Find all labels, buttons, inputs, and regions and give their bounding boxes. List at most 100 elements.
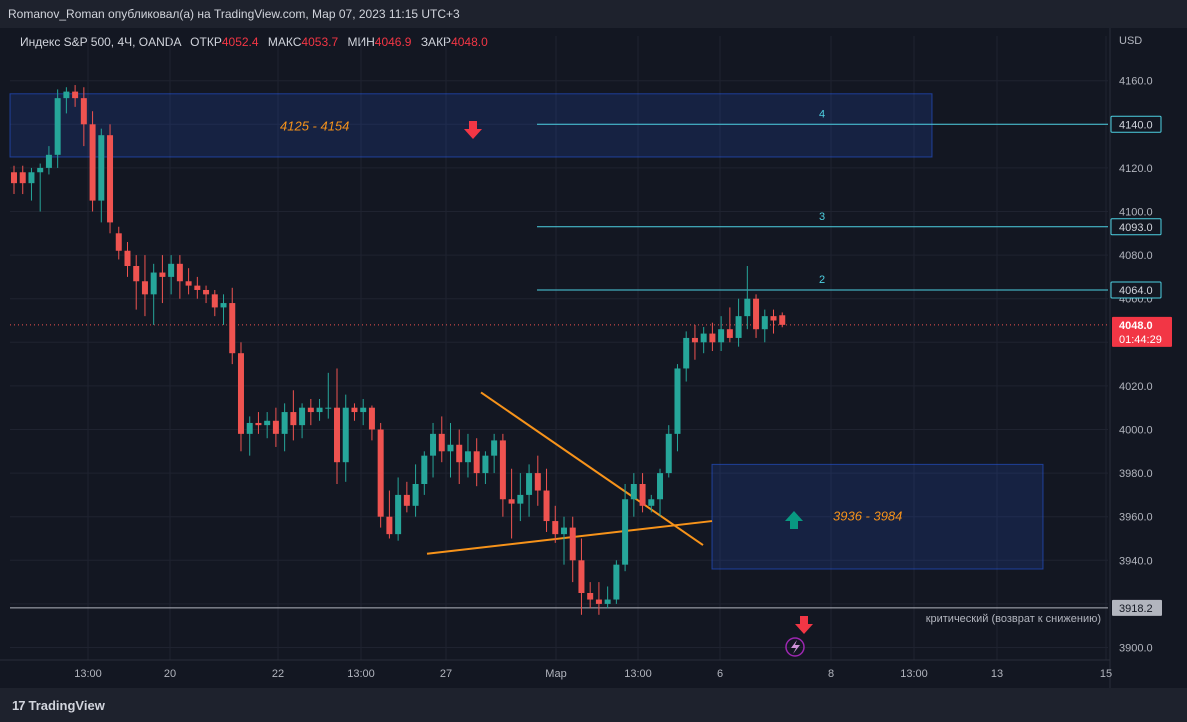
candle-body: [54, 98, 61, 155]
candle-body: [464, 451, 471, 463]
candle-body: [194, 285, 201, 290]
level-price-tag: [1110, 281, 1162, 299]
candle-body: [80, 98, 87, 125]
level-price-value: 4064.0: [1119, 285, 1153, 297]
current-price-value: 4048.0: [1119, 320, 1153, 332]
level-price-tag: [1110, 115, 1162, 133]
candle-body: [133, 266, 140, 282]
x-tick-label: 13:00: [624, 668, 652, 680]
candle-body: [718, 329, 725, 343]
legend-high-value: 4053.7: [301, 35, 339, 49]
critical-price-tag: [1112, 599, 1162, 616]
candle-body: [517, 494, 524, 504]
candle-body: [421, 455, 428, 484]
zone-label: 3936 - 3984: [833, 509, 902, 524]
y-tick-label: 3940.0: [1119, 555, 1153, 567]
candle-body: [45, 154, 52, 168]
legend-low-value: 4046.9: [374, 35, 412, 49]
candle-body: [726, 329, 733, 338]
x-tick-label: Мар: [545, 668, 567, 680]
x-tick-label: 13: [991, 668, 1003, 680]
target-level-number: 3: [819, 211, 825, 223]
candle-body: [124, 250, 131, 266]
candle-body: [499, 440, 506, 500]
x-tick-label: 27: [440, 668, 452, 680]
target-level-number: 2: [819, 274, 825, 286]
candle-body: [578, 560, 585, 593]
x-tick-label: 13:00: [900, 668, 928, 680]
candle-body: [176, 263, 183, 282]
candle-body: [342, 407, 349, 463]
candle-body: [639, 484, 646, 506]
candle-body: [351, 407, 358, 413]
brand-label: TradingView: [28, 698, 105, 713]
candle-body: [709, 333, 716, 343]
candle-body: [150, 272, 157, 295]
legend-close-value: 4048.0: [451, 35, 488, 49]
candle-body: [587, 593, 594, 600]
candle-body: [168, 263, 175, 277]
y-tick-label: 3960.0: [1119, 512, 1153, 524]
x-tick-label: 15: [1100, 668, 1112, 680]
x-tick-label: 13:00: [74, 668, 102, 680]
candle-body: [11, 172, 17, 184]
tradingview-logo[interactable]: 17 TradingView: [12, 698, 105, 713]
level-price-value: 4140.0: [1119, 119, 1153, 131]
candle-body: [665, 433, 672, 474]
level-price-tag: [1110, 218, 1162, 236]
y-tick-label: 4000.0: [1119, 425, 1153, 437]
target-level-number: 4: [819, 108, 825, 120]
candle-body: [770, 316, 777, 321]
legend-open-value: 4052.4: [221, 35, 259, 49]
candle-body: [229, 303, 236, 354]
arrow-down-icon: [795, 616, 813, 634]
candle-body: [299, 407, 306, 426]
candle-body: [691, 337, 698, 343]
candle-body: [368, 407, 375, 430]
candle-body: [203, 289, 210, 295]
lightning-bolt-icon: [791, 640, 800, 654]
critical-level-label: критический (возврат к снижению): [926, 613, 1101, 625]
candle-body: [307, 407, 314, 413]
x-tick-label: 8: [828, 668, 834, 680]
candle-body: [744, 298, 751, 317]
candle-body: [37, 167, 44, 173]
candle-body: [526, 473, 533, 495]
candle-body: [779, 315, 786, 325]
candle-body: [491, 440, 498, 456]
y-tick-label: 4160.0: [1119, 76, 1153, 88]
candle-body: [72, 91, 79, 99]
current-price-tag: [1112, 316, 1172, 347]
y-tick-label: 4120.0: [1119, 163, 1153, 175]
level-price-value: 4093.0: [1119, 222, 1153, 234]
y-tick-label: 4100.0: [1119, 207, 1153, 219]
candle-body: [412, 484, 419, 506]
candle-body: [115, 233, 122, 251]
y-tick-label: 4080.0: [1119, 250, 1153, 262]
candle-body: [290, 412, 297, 426]
publisher-text: Romanov_Roman опубликовал(а) на TradingV…: [8, 7, 460, 21]
legend-symbol: Индекс S&P 500, 4Ч, OANDA: [20, 35, 181, 49]
candle-body: [386, 516, 393, 535]
critical-price-value: 3918.2: [1119, 603, 1153, 615]
y-tick-label: 3900.0: [1119, 643, 1153, 655]
candle-body: [753, 298, 760, 330]
candle-body: [63, 91, 70, 99]
support-resistance-zone: [711, 463, 1044, 570]
x-tick-label: 20: [164, 668, 176, 680]
candle-body: [211, 294, 218, 308]
candle-body: [89, 124, 96, 201]
candle-body: [761, 316, 768, 330]
candle-body: [377, 429, 384, 517]
x-tick-label: 13:00: [347, 668, 375, 680]
candle-body: [264, 420, 271, 426]
candle-body: [281, 412, 288, 434]
x-tick-label: 6: [717, 668, 723, 680]
candle-body: [255, 422, 262, 426]
candle-body: [395, 494, 402, 535]
candle-body: [185, 281, 192, 286]
candle-body: [447, 444, 454, 452]
candle-body: [543, 490, 550, 522]
candle-body: [246, 422, 253, 434]
